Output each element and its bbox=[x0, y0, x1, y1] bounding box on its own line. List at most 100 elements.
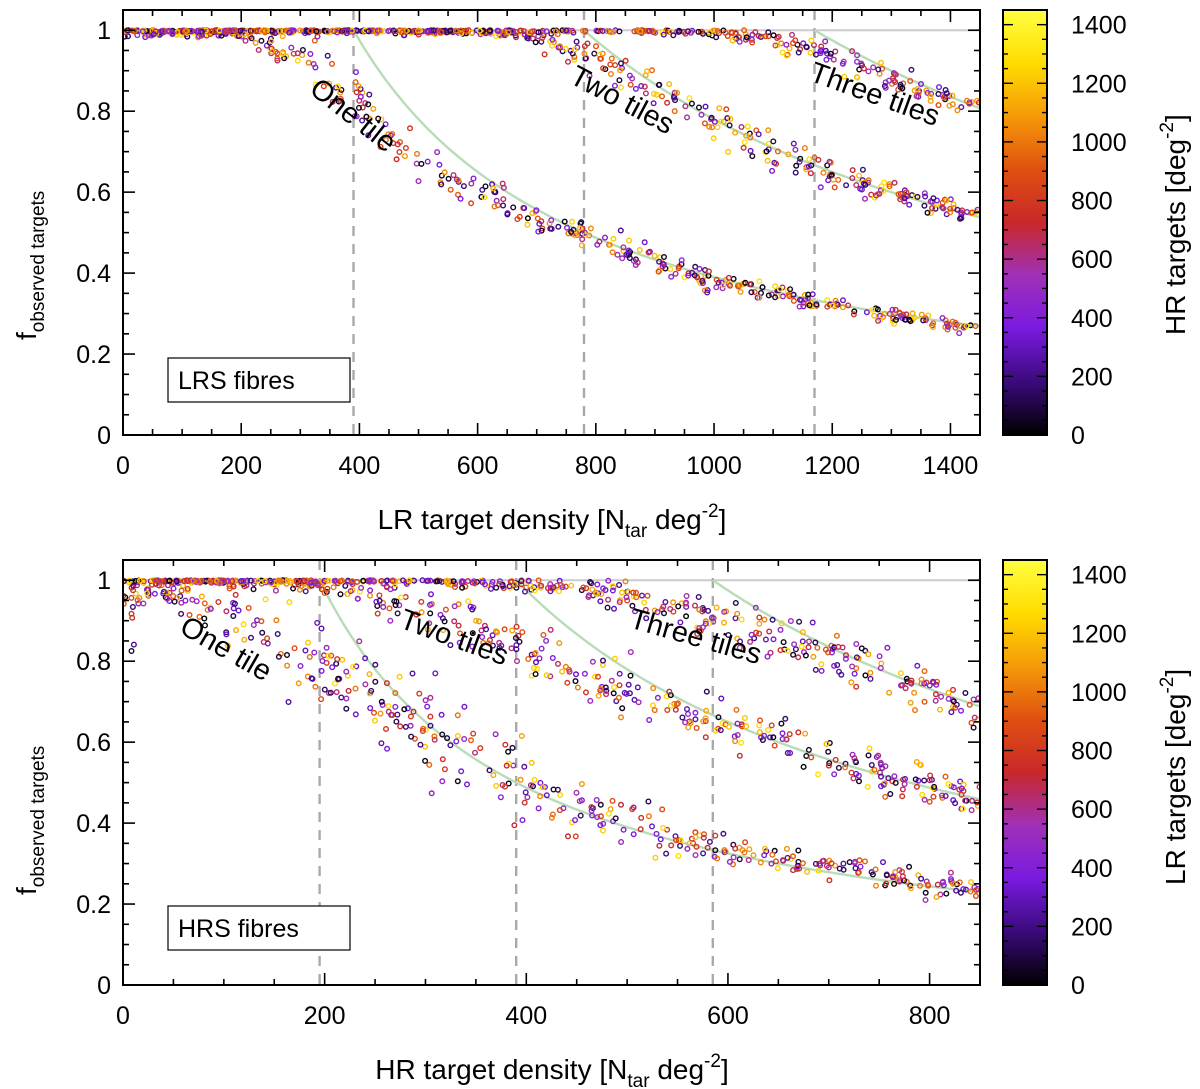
data-point bbox=[480, 639, 487, 646]
data-point bbox=[661, 610, 668, 617]
data-point bbox=[860, 65, 867, 72]
data-point bbox=[308, 579, 315, 586]
data-point bbox=[662, 599, 669, 606]
top-x-label-sub: tar bbox=[625, 521, 648, 542]
data-point bbox=[392, 28, 399, 35]
top-legend-text: LRS fibres bbox=[178, 367, 295, 395]
top-y-tick-label: 0.4 bbox=[76, 260, 111, 288]
data-point bbox=[625, 681, 632, 688]
data-point bbox=[771, 742, 778, 749]
data-point bbox=[841, 73, 848, 80]
data-point bbox=[732, 738, 739, 745]
data-point bbox=[496, 580, 503, 587]
data-point bbox=[703, 688, 710, 695]
data-point bbox=[778, 720, 785, 727]
data-point bbox=[294, 57, 301, 64]
data-point bbox=[947, 869, 954, 876]
data-point bbox=[157, 578, 164, 585]
data-point bbox=[817, 50, 824, 57]
data-point bbox=[743, 132, 750, 139]
data-point bbox=[389, 577, 396, 584]
data-point bbox=[556, 640, 563, 647]
data-point bbox=[456, 639, 463, 646]
data-point bbox=[865, 177, 872, 184]
data-point bbox=[619, 705, 626, 712]
data-point bbox=[899, 85, 906, 92]
data-point bbox=[407, 125, 414, 132]
data-point bbox=[784, 854, 791, 861]
data-point bbox=[166, 598, 173, 605]
data-point bbox=[387, 617, 394, 624]
data-point bbox=[525, 577, 532, 584]
data-point bbox=[229, 578, 236, 585]
data-point bbox=[295, 680, 302, 687]
data-point bbox=[438, 181, 445, 188]
data-point bbox=[740, 144, 747, 151]
data-point bbox=[492, 33, 499, 40]
bottom-y-label-sub: observed targets bbox=[28, 746, 49, 888]
data-point bbox=[880, 187, 887, 194]
data-point bbox=[927, 97, 934, 104]
data-point bbox=[757, 859, 764, 866]
data-point bbox=[223, 629, 230, 636]
data-point bbox=[383, 726, 390, 733]
data-point bbox=[436, 161, 443, 168]
data-point bbox=[942, 86, 949, 93]
data-point bbox=[618, 801, 625, 808]
data-point bbox=[746, 281, 753, 288]
data-point bbox=[721, 608, 728, 615]
data-point bbox=[696, 265, 703, 272]
data-point bbox=[891, 880, 898, 887]
data-point bbox=[273, 617, 280, 624]
data-point bbox=[660, 31, 667, 38]
data-point bbox=[790, 297, 797, 304]
data-point bbox=[697, 28, 704, 35]
data-point bbox=[828, 171, 835, 178]
data-point bbox=[918, 80, 925, 87]
data-point bbox=[733, 706, 740, 713]
data-point bbox=[310, 61, 317, 68]
data-point bbox=[629, 806, 636, 813]
data-point bbox=[863, 309, 870, 316]
data-point bbox=[376, 27, 383, 34]
top-y-tick-label: 1 bbox=[97, 17, 111, 45]
data-point bbox=[801, 292, 808, 299]
data-point bbox=[467, 603, 474, 610]
data-point bbox=[247, 634, 254, 641]
data-point bbox=[183, 27, 190, 34]
data-point bbox=[505, 748, 512, 755]
bottom-x-label-end: ] bbox=[721, 1054, 729, 1085]
top-legend: LRS fibres bbox=[167, 357, 351, 403]
data-point bbox=[594, 581, 601, 588]
data-point bbox=[184, 33, 191, 40]
data-point bbox=[777, 626, 784, 633]
bottom-cb-tick-label: 600 bbox=[1071, 796, 1113, 824]
data-point bbox=[201, 600, 208, 607]
data-point bbox=[646, 248, 653, 255]
data-point bbox=[925, 882, 932, 889]
data-point bbox=[349, 578, 356, 585]
data-point bbox=[768, 291, 775, 298]
data-point bbox=[329, 27, 336, 34]
data-point bbox=[329, 664, 336, 671]
data-point bbox=[958, 707, 965, 714]
data-point bbox=[589, 658, 596, 665]
top-cb-label-sup: -2 bbox=[1157, 122, 1178, 139]
data-point bbox=[618, 60, 625, 67]
bottom-x-label-mid: deg bbox=[650, 1054, 705, 1085]
data-point bbox=[574, 684, 581, 691]
data-point bbox=[404, 705, 411, 712]
data-point bbox=[352, 79, 359, 86]
data-point bbox=[801, 145, 808, 152]
data-point bbox=[935, 102, 942, 109]
data-point bbox=[608, 70, 615, 77]
data-point bbox=[808, 754, 815, 761]
data-point bbox=[493, 584, 500, 591]
data-point bbox=[422, 743, 429, 750]
top-x-tick-label: 200 bbox=[220, 452, 262, 480]
bottom-x-tick-label: 800 bbox=[909, 1002, 951, 1030]
data-point bbox=[701, 831, 708, 838]
data-point bbox=[921, 777, 928, 784]
data-point bbox=[268, 45, 275, 52]
data-point bbox=[618, 84, 625, 91]
